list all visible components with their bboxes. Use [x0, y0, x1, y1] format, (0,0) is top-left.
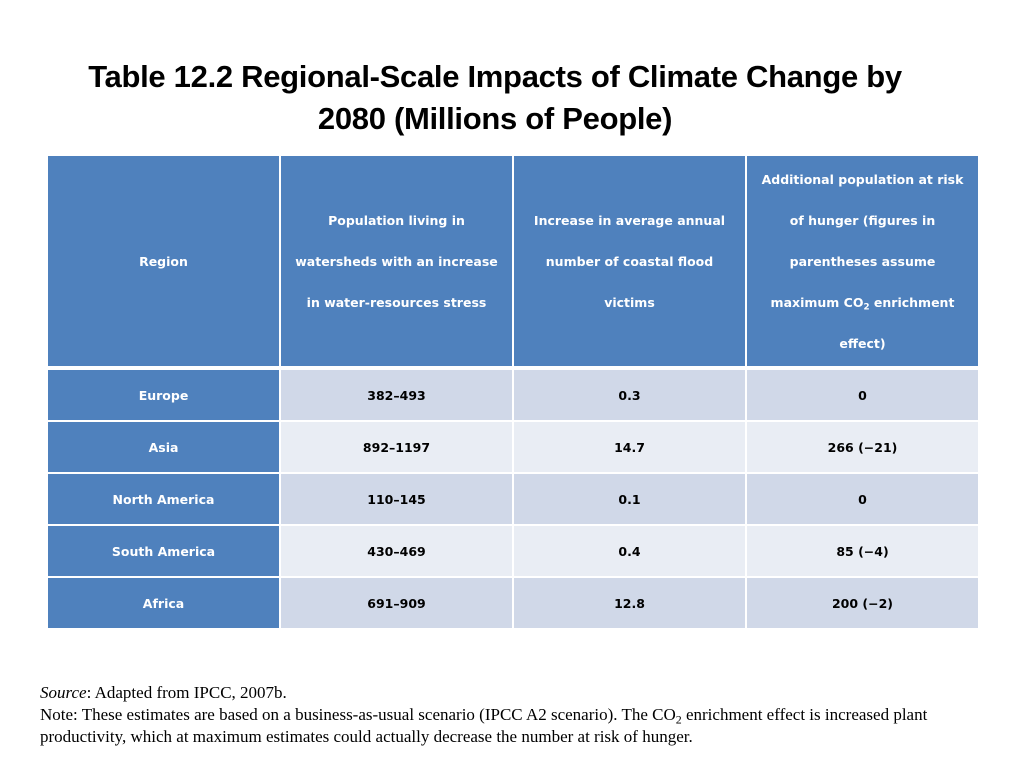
- cell-region: South America: [46, 524, 281, 578]
- cell-coastal-flood: 14.7: [512, 420, 747, 474]
- source-text: : Adapted from IPCC, 2007b.: [86, 683, 287, 702]
- source-label: Source: [40, 683, 87, 702]
- cell-hunger: 85 (−4): [745, 524, 980, 578]
- note-paragraph: Note: These estimates are based on a bus…: [40, 704, 1000, 748]
- table-header: Region Population living in watersheds w…: [46, 156, 980, 369]
- impacts-table: Region Population living in watersheds w…: [46, 156, 980, 630]
- table-body: Europe 382–493 0.3 0 Asia 892–1197 14.7 …: [46, 367, 980, 630]
- source-line: Source: Adapted from IPCC, 2007b.: [40, 682, 1000, 704]
- cell-hunger: 200 (−2): [745, 576, 980, 630]
- note-subscript: 2: [675, 712, 682, 727]
- cell-hunger: 266 (−21): [745, 420, 980, 474]
- header-hunger-risk: Additional population at risk of hunger …: [745, 156, 980, 369]
- header-water-stress: Population living in watersheds with an …: [279, 156, 514, 369]
- cell-water-stress: 430–469: [279, 524, 514, 578]
- page-title: Table 12.2 Regional-Scale Impacts of Cli…: [0, 56, 990, 140]
- cell-region: Europe: [46, 367, 281, 422]
- cell-coastal-flood: 0.3: [512, 367, 747, 422]
- table-notes: Source: Adapted from IPCC, 2007b. Note: …: [40, 682, 1000, 748]
- cell-hunger: 0: [745, 472, 980, 526]
- table-row: Europe 382–493 0.3 0: [46, 367, 980, 422]
- header-coastal-flood: Increase in average annual number of coa…: [512, 156, 747, 369]
- cell-water-stress: 691–909: [279, 576, 514, 630]
- title-line-1: Table 12.2 Regional-Scale Impacts of Cli…: [88, 59, 902, 94]
- cell-water-stress: 382–493: [279, 367, 514, 422]
- cell-water-stress: 110–145: [279, 472, 514, 526]
- note-text: Note: These estimates are based on a bus…: [40, 705, 676, 724]
- cell-hunger: 0: [745, 367, 980, 422]
- note-text-end: enrichment effect is increased plant pro…: [40, 705, 928, 746]
- header-region: Region: [46, 156, 281, 369]
- table-row: Asia 892–1197 14.7 266 (−21): [46, 420, 980, 474]
- header-hunger-text: Additional population at risk of hunger …: [761, 171, 964, 310]
- header-row: Region Population living in watersheds w…: [46, 156, 980, 369]
- title-line-2: 2080 (Millions of People): [317, 101, 673, 136]
- header-hunger-subscript: 2: [863, 302, 870, 313]
- table-row: South America 430–469 0.4 85 (−4): [46, 524, 980, 578]
- cell-region: North America: [46, 472, 281, 526]
- cell-coastal-flood: 12.8: [512, 576, 747, 630]
- cell-region: Africa: [46, 576, 281, 630]
- cell-water-stress: 892–1197: [279, 420, 514, 474]
- table-row: Africa 691–909 12.8 200 (−2): [46, 576, 980, 630]
- cell-region: Asia: [46, 420, 281, 474]
- cell-coastal-flood: 0.4: [512, 524, 747, 578]
- cell-coastal-flood: 0.1: [512, 472, 747, 526]
- header-hunger-text-end: enrichment effect): [839, 294, 955, 351]
- table-row: North America 110–145 0.1 0: [46, 472, 980, 526]
